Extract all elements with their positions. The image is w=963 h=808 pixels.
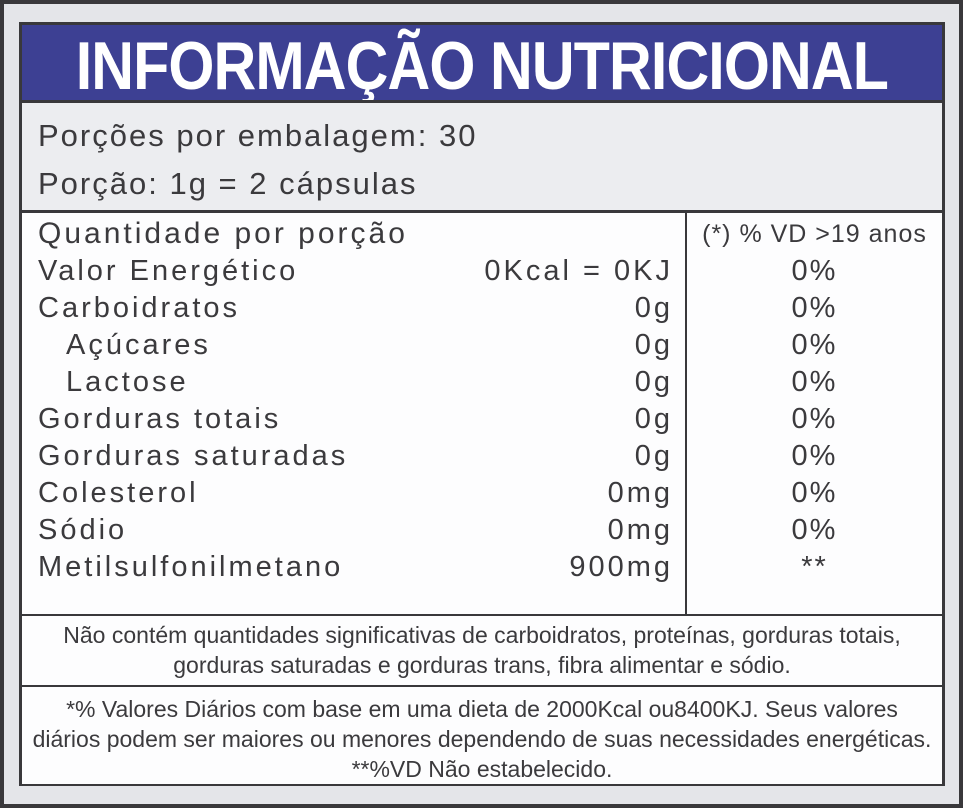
table-row: Sódio 0mg 0% (22, 512, 942, 549)
label-title: INFORMAÇÃO NUTRICIONAL (75, 27, 889, 103)
nutrition-table: Quantidade por porção (*) % VD >19 anos … (22, 213, 942, 614)
table-row: Metilsulfonilmetano 900mg ** (22, 549, 942, 586)
nutrient-daily-value: 0% (791, 366, 838, 398)
table-row: Lactose 0g 0% (22, 364, 942, 401)
servings-per-package: Porções por embalagem: 30 (38, 118, 478, 153)
table-rows: Valor Energético 0Kcal = 0KJ 0% Carboidr… (22, 253, 942, 586)
nutrient-name: Açúcares (66, 329, 211, 361)
nutrient-name: Lactose (66, 366, 189, 398)
title-bar: INFORMAÇÃO NUTRICIONAL (22, 25, 942, 103)
nutrient-amount: 0Kcal = 0KJ (484, 255, 673, 287)
daily-values-text: *% Valores Diários com base em uma dieta… (32, 696, 932, 752)
nutrient-amount: 0mg (607, 477, 673, 509)
table-row: Carboidratos 0g 0% (22, 290, 942, 327)
nutrient-name: Metilsulfonilmetano (38, 551, 344, 583)
nutrient-name: Sódio (38, 514, 128, 546)
nutrient-cell: Valor Energético 0Kcal = 0KJ (22, 255, 685, 288)
nutrient-amount: 0g (634, 292, 673, 324)
nutrient-daily-value: 0% (791, 440, 838, 472)
daily-value-header: (*) % VD >19 anos (702, 219, 927, 248)
nutrient-daily-value: 0% (791, 292, 838, 324)
label-sheet: INFORMAÇÃO NUTRICIONAL Porções por embal… (19, 22, 945, 786)
nutrient-amount: 0mg (607, 514, 673, 546)
servings-section: Porções por embalagem: 30 Porção: 1g = 2… (22, 103, 942, 213)
amount-per-serving-label: Quantidade por porção (38, 217, 408, 250)
significant-amounts-note: Não contém quantidades significativas de… (22, 614, 942, 685)
nutrient-daily-value: 0% (791, 403, 838, 435)
nutrient-cell: Metilsulfonilmetano 900mg (22, 551, 685, 584)
significant-amounts-text: Não contém quantidades significativas de… (63, 621, 901, 678)
nutrient-cell: Gorduras saturadas 0g (22, 440, 685, 473)
nutrient-daily-value: 0% (791, 477, 838, 509)
daily-values-note: *% Valores Diários com base em uma dieta… (22, 685, 942, 784)
table-row: Gorduras saturadas 0g 0% (22, 438, 942, 475)
nutrient-name: Carboidratos (38, 292, 241, 324)
nutrient-amount: 0g (634, 440, 673, 472)
nutrient-amount: 0g (634, 329, 673, 361)
nutrient-cell: Açúcares 0g (22, 329, 685, 362)
nutrient-name: Valor Energético (38, 255, 299, 287)
nutrient-daily-value: ** (801, 551, 828, 583)
vd-not-established-text: **%VD Não estabelecido. (351, 756, 613, 782)
table-row: Valor Energético 0Kcal = 0KJ 0% (22, 253, 942, 290)
nutrient-cell: Colesterol 0mg (22, 477, 685, 510)
nutrient-name: Colesterol (38, 477, 199, 509)
nutrient-amount: 0g (634, 366, 673, 398)
table-row: Colesterol 0mg 0% (22, 475, 942, 512)
column-divider (685, 213, 687, 614)
nutrient-amount: 900mg (569, 551, 673, 583)
nutrient-cell: Gorduras totais 0g (22, 403, 685, 436)
table-header-row: Quantidade por porção (*) % VD >19 anos (22, 215, 942, 253)
amount-per-serving-header: Quantidade por porção (22, 217, 685, 251)
nutrient-amount: 0g (634, 403, 673, 435)
nutrient-daily-value: 0% (791, 255, 838, 287)
nutrient-daily-value: 0% (791, 329, 838, 361)
nutrient-daily-value: 0% (791, 514, 838, 546)
table-row: Gorduras totais 0g 0% (22, 401, 942, 438)
nutrient-cell: Lactose 0g (22, 366, 685, 399)
nutrient-cell: Carboidratos 0g (22, 292, 685, 325)
nutrient-name: Gorduras totais (38, 403, 282, 435)
nutrient-cell: Sódio 0mg (22, 514, 685, 547)
nutrient-name: Gorduras saturadas (38, 440, 349, 472)
table-row: Açúcares 0g 0% (22, 327, 942, 364)
serving-size: Porção: 1g = 2 cápsulas (38, 166, 418, 201)
